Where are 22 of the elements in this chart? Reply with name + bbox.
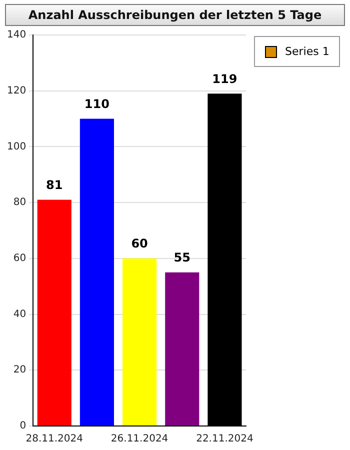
data-label: 110 (84, 96, 110, 111)
chart-title: Anzahl Ausschreibungen der letzten 5 Tage (5, 4, 345, 26)
y-tick-label: 100 (6, 141, 26, 152)
y-tick-label: 20 (13, 364, 26, 376)
text: Series 1 (285, 45, 330, 58)
y-tick-label: 140 (6, 30, 26, 41)
data-label: 81 (46, 178, 63, 192)
data-label: 119 (212, 72, 238, 86)
bar (37, 200, 72, 426)
bar (122, 258, 157, 426)
y-tick-label: 80 (13, 197, 26, 208)
bar (80, 118, 114, 426)
y-tick-label: 40 (13, 308, 26, 320)
bar (165, 272, 200, 426)
x-tick-label: 22.11.2024 (196, 434, 254, 445)
data-label: 60 (131, 236, 148, 251)
x-tick-label: 28.11.2024 (26, 434, 84, 445)
y-tick-label: 120 (6, 85, 26, 96)
y-tick-label: 60 (13, 253, 26, 264)
x-tick-label: 26.11.2024 (110, 434, 168, 445)
data-label: 55 (174, 250, 190, 265)
y-tick-label: 0 (20, 420, 26, 432)
